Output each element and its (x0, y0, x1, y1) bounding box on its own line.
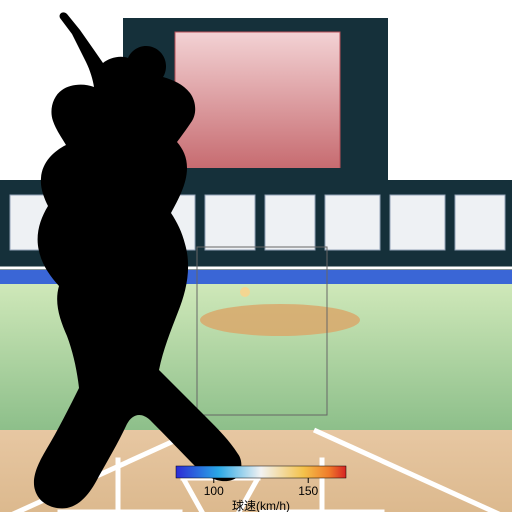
wall-panel (265, 195, 315, 250)
wall-panel (205, 195, 255, 250)
legend-axis-label: 球速(km/h) (232, 499, 290, 512)
pitch-marker (240, 287, 250, 297)
wall-panel (325, 195, 380, 250)
pitchers-mound (200, 304, 360, 336)
scoreboard-screen (175, 32, 340, 170)
wall-notch (170, 168, 342, 182)
legend-tick-label: 150 (298, 484, 318, 498)
wall-panel (390, 195, 445, 250)
wall-panel (455, 195, 505, 250)
legend-tick-label: 100 (204, 484, 224, 498)
speed-legend-bar (176, 466, 346, 478)
